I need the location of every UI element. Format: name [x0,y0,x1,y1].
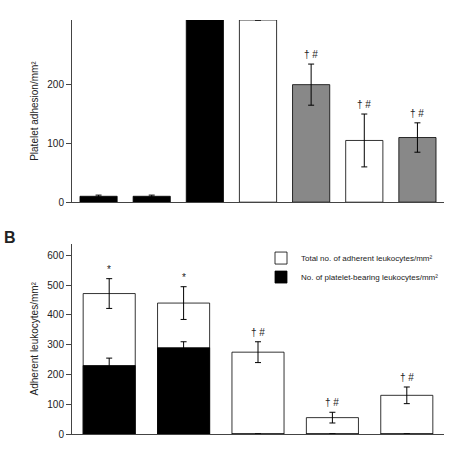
svg-text:0: 0 [58,429,64,440]
svg-text:† #: † # [251,327,265,338]
svg-text:100: 100 [47,138,64,149]
svg-text:300: 300 [47,339,64,350]
svg-text:500: 500 [47,280,64,291]
svg-text:† #: † # [410,108,424,119]
svg-text:B: B [4,229,16,246]
svg-text:200: 200 [47,79,64,90]
svg-text:No. of platelet-bearing leukoc: No. of platelet-bearing leukocytes/mm² [301,273,438,282]
svg-text:Adherent leukocytes/mm²: Adherent leukocytes/mm² [29,281,40,395]
svg-text:† #: † # [400,372,414,383]
svg-text:*: * [107,264,111,275]
svg-text:Platelet adhesion/mm²: Platelet adhesion/mm² [29,61,40,161]
svg-text:400: 400 [47,309,64,320]
svg-text:600: 600 [47,250,64,261]
svg-text:0: 0 [58,197,64,208]
svg-text:200: 200 [47,369,64,380]
svg-text:100: 100 [47,399,64,410]
svg-text:† #: † # [325,397,339,408]
svg-text:Total no. of adherent leukocyt: Total no. of adherent leukocytes/mm² [301,254,433,263]
svg-text:† #: † # [357,99,371,110]
svg-text:*: * [182,272,186,283]
svg-text:† #: † # [304,49,318,60]
